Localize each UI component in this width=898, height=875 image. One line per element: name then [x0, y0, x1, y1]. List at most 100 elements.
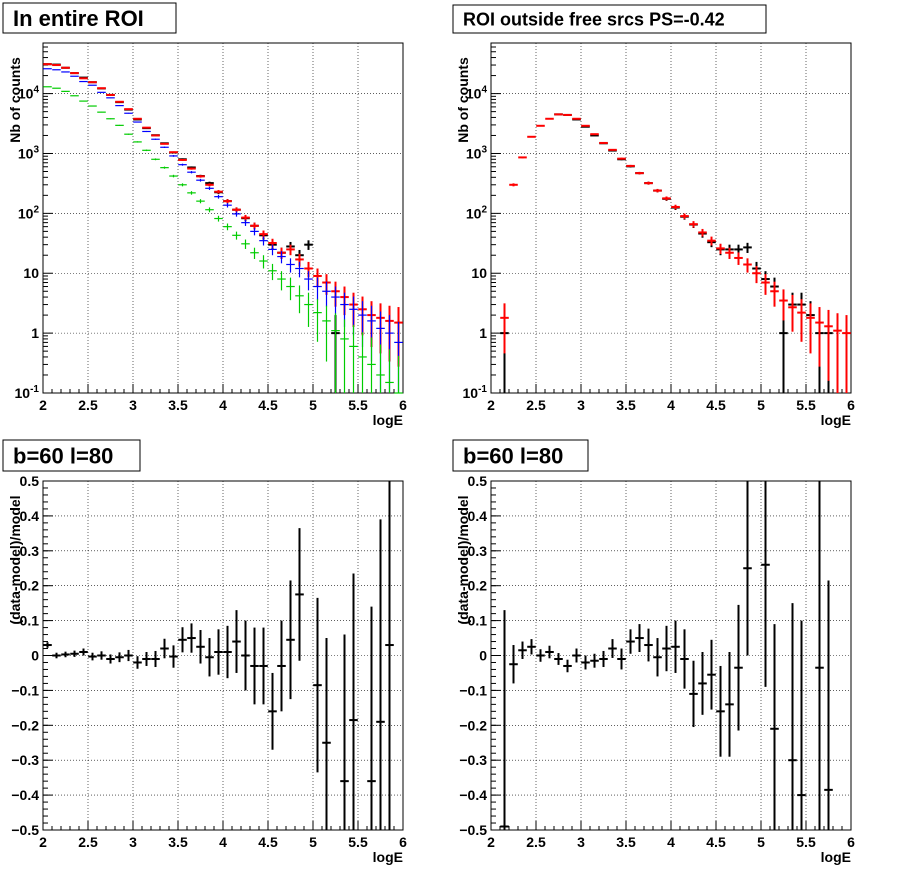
x-tick-label: 2 [39, 834, 47, 850]
title-box [2, 439, 141, 472]
x-tick-label: 2 [39, 397, 47, 413]
y-tick-label: 0.3 [20, 543, 40, 559]
x-tick-label: 4 [667, 834, 675, 850]
y-tick-base: 10 [463, 385, 479, 401]
x-tick-label: 3 [129, 397, 137, 413]
y-tick-label: 10-1 [463, 384, 488, 401]
y-tick-label: 0 [31, 648, 39, 664]
y-axis-title: Nb of counts [7, 57, 23, 143]
y-tick-label: 0.5 [20, 473, 40, 489]
x-axis-title: logE [821, 412, 851, 428]
y-axis-title: (data-model)/model [7, 495, 23, 624]
x-tick-label: 5.5 [348, 834, 368, 850]
title-box [452, 439, 589, 472]
x-axis-title: logE [373, 412, 403, 428]
y-tick-label: 0 [479, 648, 487, 664]
x-tick-label: 6 [399, 834, 407, 850]
x-tick-label: 2 [487, 834, 495, 850]
y-tick-label: 0.3 [468, 543, 488, 559]
y-tick-exponent: 3 [481, 144, 487, 155]
y-tick-base: 10 [18, 86, 34, 102]
y-tick-label: 0.4 [468, 508, 488, 524]
y-tick-label: −0.4 [11, 787, 39, 803]
x-tick-label: 4.5 [258, 397, 278, 413]
y-tick-label: −0.3 [459, 752, 487, 768]
y-axis-title: (data-model)/model [455, 495, 471, 624]
y-tick-base: 10 [18, 145, 34, 161]
x-tick-label: 3 [577, 397, 585, 413]
data-series [500, 113, 851, 393]
x-tick-label: 3.5 [616, 397, 636, 413]
title-box [2, 2, 177, 34]
y-tick-label: 0.2 [20, 578, 40, 594]
y-tick-exponent: 3 [33, 144, 39, 155]
x-tick-label: 5.5 [796, 397, 816, 413]
x-tick-label: 3 [577, 834, 585, 850]
y-tick-label: 0.4 [20, 508, 40, 524]
data-series [43, 481, 394, 830]
x-axis-title: logE [373, 849, 403, 865]
x-tick-label: 4 [219, 834, 227, 850]
y-tick-label: −0.2 [459, 717, 487, 733]
y-tick-exponent: 2 [33, 204, 39, 215]
y-tick-label: 103 [466, 144, 488, 161]
x-tick-label: 2.5 [526, 834, 546, 850]
y-tick-base: 10 [466, 205, 482, 221]
y-tick-label: −0.5 [459, 822, 487, 838]
y-tick-label: 10-1 [15, 384, 40, 401]
x-tick-label: 2.5 [78, 397, 98, 413]
x-tick-label: 2.5 [78, 834, 98, 850]
y-tick-base: 10 [466, 145, 482, 161]
y-tick-label: −0.5 [11, 822, 39, 838]
title-box [452, 4, 767, 34]
y-tick-base: 10 [466, 86, 482, 102]
x-tick-label: 5 [757, 834, 765, 850]
data-series [43, 68, 403, 393]
y-tick-label: 0.1 [468, 613, 488, 629]
x-tick-label: 4 [667, 397, 675, 413]
y-tick-exponent: 4 [481, 85, 487, 96]
x-tick-label: 5 [757, 397, 765, 413]
y-tick-label: 104 [466, 85, 488, 102]
y-tick-label: 0.5 [468, 473, 488, 489]
y-tick-base: 10 [18, 205, 34, 221]
chart-title: b=60 l=80 [463, 443, 563, 468]
x-tick-label: 5.5 [348, 397, 368, 413]
x-tick-label: 6 [399, 397, 407, 413]
x-tick-label: 2 [487, 397, 495, 413]
x-tick-label: 6 [847, 397, 855, 413]
y-tick-label: −0.4 [459, 787, 487, 803]
x-tick-label: 4.5 [706, 397, 726, 413]
y-tick-label: 104 [18, 85, 40, 102]
y-tick-exponent: -1 [478, 384, 487, 395]
chart-title: b=60 l=80 [13, 443, 113, 468]
y-tick-label: 0.1 [20, 613, 40, 629]
y-tick-label: 10 [23, 265, 39, 281]
x-tick-label: 3.5 [168, 397, 188, 413]
y-tick-label: 1 [31, 325, 39, 341]
x-tick-label: 5 [309, 834, 317, 850]
x-tick-label: 3.5 [168, 834, 188, 850]
y-tick-label: −0.1 [11, 682, 39, 698]
data-series [43, 86, 403, 394]
x-tick-label: 5 [309, 397, 317, 413]
chart-panel-3: 2 2.5 3 3.5 4 4.5 5 5.5 6 −0.5 −0.4 −0.3 −0.2 −0.1 0 0.… [2, 439, 407, 865]
y-tick-label: 1 [479, 325, 487, 341]
y-tick-label: 103 [18, 144, 40, 161]
y-tick-label: 102 [18, 204, 40, 221]
y-tick-exponent: 2 [481, 204, 487, 215]
chart-panel-1: 2 2.5 3 3.5 4 4.5 5 5.5 610-1110102103104logENb … [2, 2, 407, 428]
x-tick-label: 4.5 [706, 834, 726, 850]
data-series [500, 481, 833, 830]
y-tick-label: −0.3 [11, 752, 39, 768]
y-tick-label: 102 [466, 204, 488, 221]
x-tick-label: 2.5 [526, 397, 546, 413]
y-tick-label: 10 [471, 265, 487, 281]
y-tick-label: −0.1 [459, 682, 487, 698]
x-tick-label: 6 [847, 834, 855, 850]
x-tick-label: 4 [219, 397, 227, 413]
x-tick-label: 3 [129, 834, 137, 850]
x-tick-label: 5.5 [796, 834, 816, 850]
y-tick-label: 0.2 [468, 578, 488, 594]
